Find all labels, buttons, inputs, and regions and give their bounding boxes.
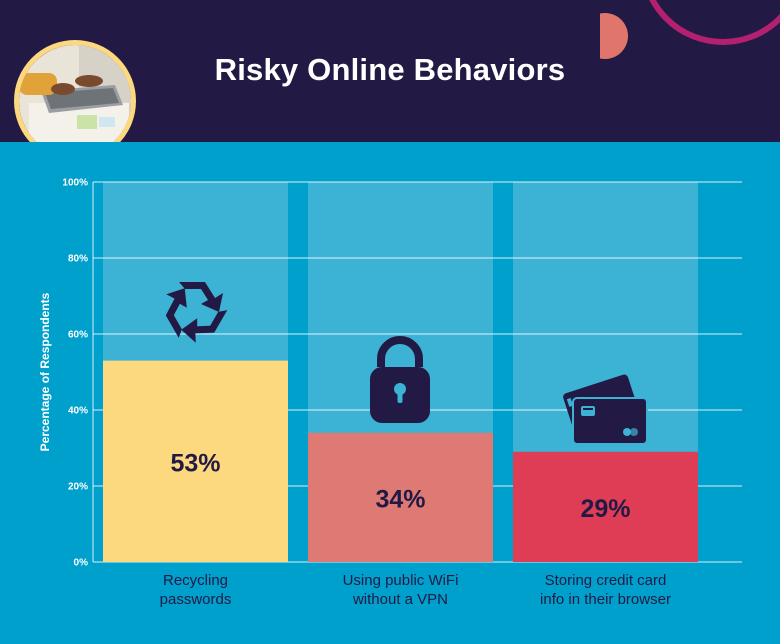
y-tick-label: 60% — [68, 330, 88, 341]
bar-icons — [165, 282, 648, 445]
y-axis-title: Percentage of Respondents — [38, 292, 52, 451]
header-banner: Risky Online Behaviors — [0, 0, 780, 142]
bar — [103, 360, 288, 562]
recycle-icon — [165, 282, 228, 343]
category-labels: Recycling passwords Using public WiFi witho… — [160, 572, 671, 608]
lock-icon — [370, 336, 430, 423]
decorative-circles — [600, 0, 780, 59]
y-tick-label: 80% — [68, 254, 88, 265]
y-tick-label: 20% — [68, 482, 88, 493]
category-label: Storing credit card info in their browser — [540, 572, 671, 608]
category-label: Recycling passwords — [160, 572, 232, 608]
y-tick-labels: 0% 20% 40% 60% 80% 100% — [62, 178, 88, 569]
y-tick-label: 40% — [68, 406, 88, 417]
bar-value-label: 34% — [375, 485, 425, 513]
dot-decoration — [600, 13, 628, 59]
category-label: Using public WiFi without a VPN — [343, 572, 459, 608]
ring-decoration — [649, 0, 780, 45]
y-tick-label: 0% — [74, 558, 89, 569]
bar — [513, 451, 698, 562]
bars: 53% 34% 29% — [103, 360, 698, 562]
credit-card-icon — [563, 374, 648, 445]
bar-value-label: 53% — [170, 449, 220, 477]
bar-value-label: 29% — [580, 495, 630, 523]
y-tick-label: 100% — [62, 178, 88, 189]
page-title: Risky Online Behaviors — [214, 52, 566, 87]
laptop-typing-photo — [14, 40, 136, 142]
y-axis-title-group: Percentage of Respondents — [38, 292, 52, 451]
bar — [308, 432, 493, 562]
